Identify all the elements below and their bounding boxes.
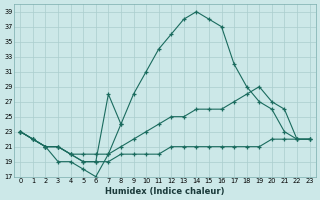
X-axis label: Humidex (Indice chaleur): Humidex (Indice chaleur) — [105, 187, 225, 196]
